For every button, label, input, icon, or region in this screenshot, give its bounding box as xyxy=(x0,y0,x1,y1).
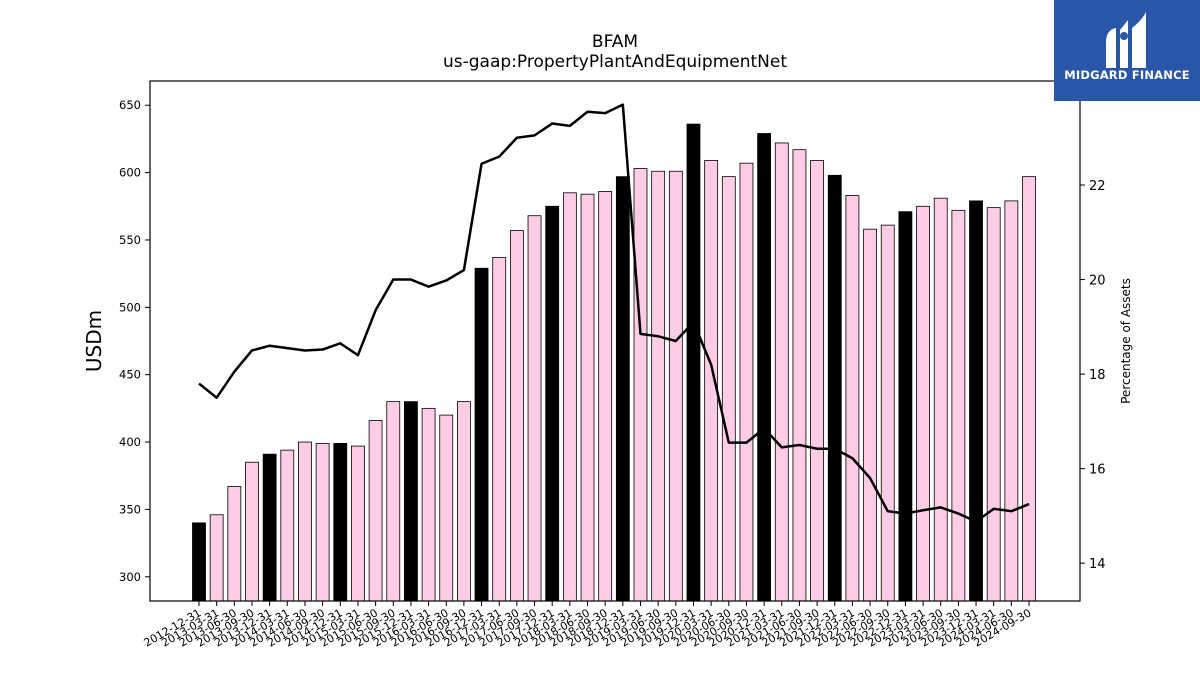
bar xyxy=(739,162,754,602)
bar xyxy=(986,207,1001,602)
bar xyxy=(933,197,948,602)
logo-text: MIDGARD FINANCE xyxy=(1064,68,1190,82)
y2-tick-label: 20 xyxy=(1089,274,1106,289)
bar xyxy=(527,215,542,602)
y-tick-label: 500 xyxy=(119,300,141,314)
y-tick-label: 550 xyxy=(119,233,141,247)
bar xyxy=(757,133,772,602)
bar xyxy=(898,211,913,602)
y-tick-label: 350 xyxy=(119,502,141,516)
y-axis-label: USDm xyxy=(82,310,106,372)
bar xyxy=(633,168,648,602)
bar xyxy=(810,160,824,602)
bar xyxy=(368,420,383,602)
bar xyxy=(209,514,224,602)
plot-frame xyxy=(149,80,1081,602)
bar xyxy=(969,200,983,602)
bar xyxy=(333,442,348,602)
bar xyxy=(280,449,295,602)
bar xyxy=(545,205,560,602)
bar xyxy=(298,441,312,602)
y-tick-label: 400 xyxy=(119,435,141,449)
bar xyxy=(245,461,259,602)
bar xyxy=(598,191,613,602)
bar xyxy=(721,176,736,602)
bar xyxy=(474,267,489,602)
bar xyxy=(192,522,206,602)
bar xyxy=(509,230,524,602)
bar xyxy=(386,401,401,602)
bar xyxy=(227,486,242,602)
bar xyxy=(916,205,930,602)
bar xyxy=(774,142,789,602)
bar xyxy=(668,170,683,602)
bar xyxy=(421,407,436,602)
y-tick-label: 450 xyxy=(119,368,141,382)
y2-tick-label: 22 xyxy=(1089,179,1106,194)
bar xyxy=(863,228,877,602)
bar xyxy=(845,195,860,602)
y2-axis-label: Percentage of Assets xyxy=(1119,278,1133,404)
y-tick-label: 650 xyxy=(119,98,141,112)
bar xyxy=(615,176,630,602)
y2-tick-label: 18 xyxy=(1089,368,1106,383)
bar xyxy=(651,170,666,602)
bar xyxy=(562,192,577,602)
percentage-line xyxy=(198,103,1030,523)
bar xyxy=(262,453,277,602)
y-tick-label: 300 xyxy=(119,570,141,584)
bar xyxy=(951,209,966,602)
bar xyxy=(880,224,895,602)
bar xyxy=(580,193,595,602)
bar xyxy=(792,149,807,602)
bar xyxy=(686,123,701,602)
bar xyxy=(404,401,418,602)
y2-tick-label: 16 xyxy=(1089,463,1106,478)
midgard-logo-icon xyxy=(1106,12,1146,68)
midgard-finance-logo: MIDGARD FINANCE xyxy=(1054,0,1200,101)
bar xyxy=(492,257,507,602)
y-tick-label: 600 xyxy=(119,166,141,180)
chart-title: BFAM xyxy=(591,32,639,52)
bar xyxy=(1004,200,1019,602)
bar xyxy=(439,414,454,602)
chart-subtitle: us-gaap:PropertyPlantAndEquipmentNet xyxy=(443,52,787,72)
bar xyxy=(1022,176,1036,602)
bar xyxy=(315,442,330,602)
bar xyxy=(827,174,842,602)
y2-tick-label: 14 xyxy=(1089,557,1106,572)
bar xyxy=(456,401,471,602)
bar xyxy=(351,445,365,602)
